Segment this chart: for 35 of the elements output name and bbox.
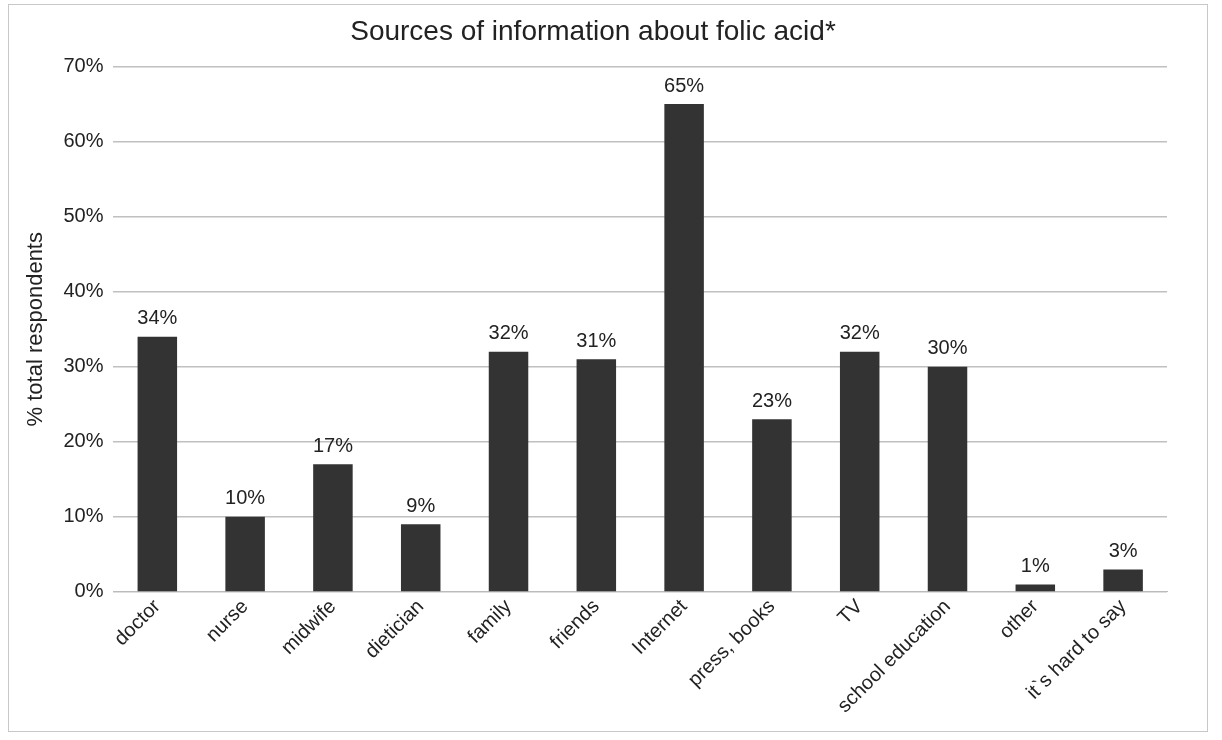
bar [313,464,353,592]
bar [137,336,178,592]
y-tick-label: 50% [63,204,104,227]
data-label: 65% [664,73,705,96]
y-tick-label: 70% [63,54,104,77]
bar [664,104,704,592]
bar [400,524,441,592]
data-label: 34% [137,306,178,329]
data-label: 9% [406,493,436,516]
data-label: 32% [839,321,880,344]
y-axis-title: % total respondents [22,232,48,427]
y-tick-label: 30% [63,354,104,377]
bar [927,366,968,592]
bar [1015,584,1056,592]
data-label: 23% [751,388,793,411]
data-label: 32% [488,321,529,344]
bar [839,351,880,592]
data-label: 10% [225,486,266,509]
bar [488,351,529,592]
data-label: 30% [927,336,968,359]
chart-title: Sources of information about folic acid* [350,14,836,46]
y-tick-label: 40% [63,279,104,302]
bar [225,516,265,592]
x-tick-label: TV [832,594,867,629]
y-tick-label: 10% [63,504,104,527]
bar [576,359,617,592]
data-label: 1% [1020,553,1050,576]
y-tick-label: 20% [63,429,104,452]
y-tick-label: 60% [63,129,104,152]
data-label: 31% [576,328,617,351]
data-label: 3% [1108,538,1138,561]
bar [1103,569,1143,592]
data-label: 17% [312,433,354,456]
bar [752,419,792,592]
y-tick-label: 0% [74,579,104,602]
